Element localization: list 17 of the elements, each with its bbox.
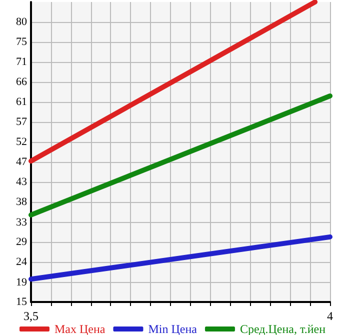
y-tick-label: 43: [16, 176, 28, 188]
y-tick-label: 66: [16, 76, 28, 88]
x-tick-label: 3,5: [24, 309, 38, 323]
y-tick-label: 80: [16, 16, 28, 28]
y-tick-label: 24: [16, 256, 28, 268]
y-tick-label: 33: [16, 216, 28, 228]
y-tick-label: 19: [16, 276, 28, 289]
y-tick-label: 47: [16, 156, 28, 168]
y-tick-label: 57: [16, 116, 28, 128]
y-tick-label: 71: [16, 56, 27, 68]
y-tick-label: 61: [16, 96, 27, 108]
x-tick-label: 4: [327, 309, 333, 323]
y-tick-label: 15: [16, 296, 28, 308]
y-tick-label: 38: [16, 196, 28, 208]
y-tick-label: 52: [16, 136, 27, 148]
y-tick-label: 29: [16, 236, 28, 248]
y-tick-label: 75: [16, 36, 28, 48]
